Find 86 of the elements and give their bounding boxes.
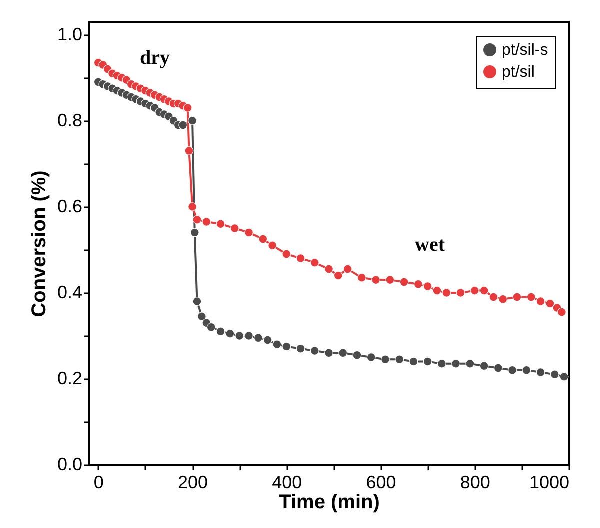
point xyxy=(197,312,206,322)
point xyxy=(178,120,188,130)
point xyxy=(282,342,292,352)
point xyxy=(190,228,200,238)
point xyxy=(522,366,532,375)
point xyxy=(489,292,498,302)
x-tick-label: 600 xyxy=(366,472,396,492)
point xyxy=(296,254,306,264)
point xyxy=(557,308,566,317)
point xyxy=(423,282,432,291)
point xyxy=(546,299,555,308)
point xyxy=(338,348,348,358)
point xyxy=(188,116,198,126)
point xyxy=(324,264,334,274)
point xyxy=(423,357,432,366)
point xyxy=(452,359,461,368)
x-tick-label: 800 xyxy=(460,472,490,492)
point xyxy=(480,362,489,371)
point xyxy=(272,340,282,350)
point xyxy=(536,368,546,378)
point xyxy=(536,297,546,306)
point xyxy=(216,220,226,229)
point xyxy=(202,218,212,226)
annotation: dry xyxy=(140,47,170,69)
point xyxy=(192,215,202,224)
point xyxy=(352,350,362,360)
point xyxy=(395,355,404,364)
point xyxy=(206,322,216,332)
point xyxy=(296,344,306,354)
point xyxy=(432,286,442,296)
point xyxy=(324,348,334,358)
point xyxy=(263,336,272,345)
point xyxy=(357,273,366,282)
point xyxy=(470,286,480,296)
x-axis-title: Time (min) xyxy=(279,492,380,514)
y-tick-label: 0.6 xyxy=(57,196,82,216)
y-tick-label: 1.0 xyxy=(57,24,82,44)
point xyxy=(512,292,522,302)
point xyxy=(386,276,395,285)
point xyxy=(230,224,240,233)
point xyxy=(334,271,343,280)
point xyxy=(494,364,503,373)
point xyxy=(183,104,192,112)
point xyxy=(235,331,244,340)
legend-label: pt/sil xyxy=(502,64,535,81)
point xyxy=(380,355,390,364)
point xyxy=(409,357,418,366)
point xyxy=(216,327,226,336)
point xyxy=(258,234,268,244)
x-tick-label: 1000 xyxy=(529,472,570,492)
point xyxy=(192,297,202,306)
point xyxy=(480,286,489,296)
point xyxy=(310,258,320,268)
point xyxy=(254,334,263,343)
point xyxy=(508,366,518,375)
x-tick-label: 0 xyxy=(94,472,104,492)
point xyxy=(550,370,560,380)
annotation: wet xyxy=(415,234,446,256)
point xyxy=(466,359,475,368)
point xyxy=(244,331,254,340)
point xyxy=(188,202,198,212)
point xyxy=(526,292,536,302)
y-tick-label: 0.0 xyxy=(57,454,82,474)
point xyxy=(442,288,452,298)
point xyxy=(268,241,278,250)
point xyxy=(282,250,292,259)
point xyxy=(437,359,446,368)
point xyxy=(343,264,352,274)
point xyxy=(372,276,381,285)
y-tick-label: 0.2 xyxy=(57,368,82,388)
y-axis-title: Conversion (%) xyxy=(28,170,50,318)
point xyxy=(560,372,569,382)
y-tick-label: 0.4 xyxy=(57,282,82,302)
point xyxy=(414,280,423,289)
y-tick-label: 0.8 xyxy=(57,110,82,130)
point xyxy=(226,329,235,338)
point xyxy=(244,228,254,238)
x-tick-label: 400 xyxy=(272,472,302,492)
point xyxy=(456,288,466,298)
point xyxy=(184,146,194,156)
legend-label: pt/sil-s xyxy=(502,42,548,59)
point xyxy=(498,294,508,304)
point xyxy=(366,353,376,362)
point xyxy=(400,278,409,287)
x-tick-label: 200 xyxy=(178,472,208,492)
point xyxy=(310,346,320,356)
